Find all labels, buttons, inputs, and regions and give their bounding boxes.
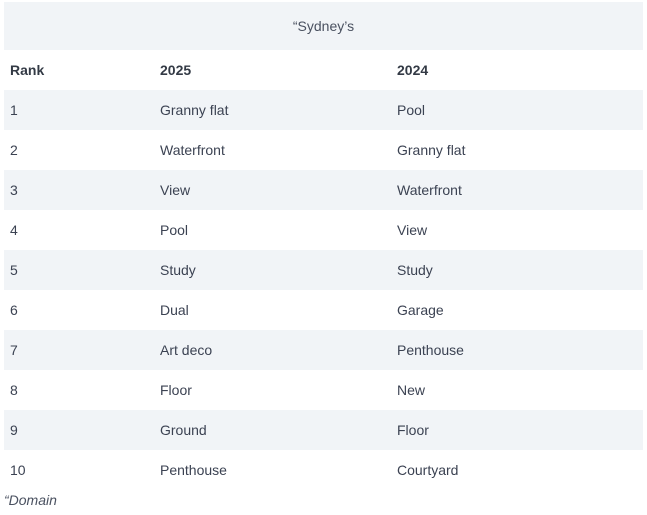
table-row: 6 Dual Garage [4,290,643,330]
cell-rank: 6 [10,302,18,318]
cell-y2025: Art deco [160,342,213,358]
cell-y2025: Ground [160,422,207,438]
table-row: 4 Pool View [4,210,643,250]
cell-y2025: Waterfront [160,142,225,158]
cell-y2025: Floor [160,382,192,398]
ranking-table: “Sydney’s Rank 2025 2024 1 Granny flat Poo… [4,2,643,490]
header-2024: 2024 [397,62,429,78]
table-row: 10 Penthouse Courtyard [4,450,643,490]
table-row: 9 Ground Floor [4,410,643,450]
cell-y2024: Garage [397,302,444,318]
table-header-row: Rank 2025 2024 [4,50,643,90]
cell-y2025: Pool [160,222,189,238]
table-row: 1 Granny flat Pool [4,90,643,130]
cell-rank: 9 [10,422,18,438]
cell-y2025: Granny flat [160,102,229,118]
cell-y2024: Study [397,262,433,278]
table-row: 7 Art deco Penthouse [4,330,643,370]
cell-y2024: View [397,222,428,238]
table-row: 8 Floor New [4,370,643,410]
header-2025: 2025 [160,62,192,78]
cell-y2025: Dual [160,302,189,318]
table-title: “Sydney’s [4,2,643,50]
cell-y2025: Study [160,262,196,278]
cell-rank: 3 [10,182,18,198]
cell-y2024: Waterfront [397,182,462,198]
table-row: 5 Study Study [4,250,643,290]
cell-y2025: Penthouse [160,462,227,478]
cell-y2024: Penthouse [397,342,464,358]
source-caption: “Domain [4,492,57,508]
table-row: 2 Waterfront Granny flat [4,130,643,170]
cell-rank: 1 [10,102,18,118]
cell-rank: 10 [10,462,26,478]
cell-rank: 4 [10,222,18,238]
cell-y2024: Courtyard [397,462,459,478]
cell-y2024: New [397,382,426,398]
cell-rank: 8 [10,382,18,398]
header-rank: Rank [10,62,45,78]
table-row: 3 View Waterfront [4,170,643,210]
cell-y2025: View [160,182,191,198]
cell-rank: 5 [10,262,18,278]
cell-rank: 2 [10,142,18,158]
cell-y2024: Pool [397,102,426,118]
cell-y2024: Floor [397,422,429,438]
cell-rank: 7 [10,342,18,358]
cell-y2024: Granny flat [397,142,466,158]
